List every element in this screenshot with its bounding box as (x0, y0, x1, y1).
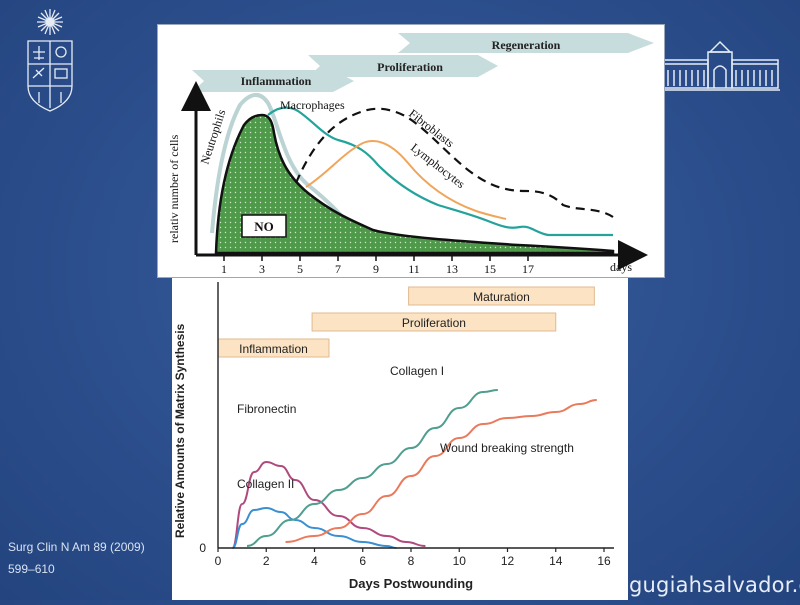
phase-label-inflammation: Inflammation (239, 342, 308, 356)
phase-label-regeneration: Regeneration (492, 38, 561, 52)
series-line-collagen-i (246, 389, 498, 547)
top-x-tick-label: 7 (335, 262, 341, 276)
bottom-y-tick-label: 0 (199, 541, 206, 555)
top-y-axis-label: relativ number of cells (167, 134, 181, 243)
phase-label-inflammation: Inflammation (241, 74, 312, 88)
series-line-collagen-ii (231, 506, 397, 549)
phase-bar-maturation (408, 286, 595, 306)
no-filled-area (214, 113, 615, 255)
citation-journal: Surg Clin N Am 89 (2009) (8, 540, 145, 554)
fibroblasts-curve (294, 107, 614, 218)
website-url: gugiahsalvador.cl (629, 573, 800, 597)
no-label-box (241, 214, 287, 238)
phase-label-maturation: Maturation (473, 290, 530, 304)
cell-population-chart: Regeneration Proliferation Inflammation … (167, 33, 654, 276)
phase-banner-proliferation (308, 55, 498, 77)
series-line-fibronectin (231, 460, 426, 549)
top-x-tick-label: 17 (522, 262, 534, 276)
bottom-x-tick-label: 4 (311, 554, 318, 568)
bottom-x-tick-label: 16 (597, 554, 611, 568)
top-x-tick-label: 15 (484, 262, 496, 276)
phase-label-proliferation: Proliferation (377, 60, 443, 74)
university-building-logo (660, 40, 780, 91)
top-x-tick-label: 13 (446, 262, 458, 276)
phase-banner-regeneration (398, 33, 654, 53)
no-label: NO (254, 219, 274, 234)
series-line-wound-breaking-strength (285, 399, 597, 543)
matrix-synthesis-figure: Inflammation Proliferation Maturation 0 2 4 6… (172, 278, 628, 600)
bottom-x-tick-label: 6 (359, 554, 366, 568)
cell-population-figure: Regeneration Proliferation Inflammation … (157, 24, 665, 278)
bottom-x-tick-label: 2 (263, 554, 270, 568)
citation-pages: 599–610 (8, 562, 55, 576)
top-x-unit-label: days (610, 260, 632, 274)
bottom-x-tick-label: 0 (215, 554, 222, 568)
top-x-tick-label: 9 (373, 262, 379, 276)
bottom-x-axis-label: Days Postwounding (349, 576, 473, 591)
bottom-x-tick-label: 8 (408, 554, 415, 568)
series-label-wound-breaking-strength: Wound breaking strength (440, 441, 574, 455)
series-label-fibronectin: Fibronectin (237, 402, 296, 416)
phase-banner-inflammation (192, 70, 354, 92)
top-x-tick-label: 5 (297, 262, 303, 276)
bottom-y-axis-label: Relative Amounts of Matrix Synthesis (173, 323, 187, 538)
lymphocytes-label: Lymphocytes (408, 140, 468, 191)
macrophages-curve (267, 106, 613, 237)
series-label-collagen-i: Collagen I (390, 364, 444, 378)
top-x-tick-label: 1 (221, 262, 227, 276)
phase-label-proliferation: Proliferation (402, 316, 466, 330)
matrix-synthesis-chart: Inflammation Proliferation Maturation 0 2 4 6… (173, 282, 614, 591)
bottom-x-tick-label: 10 (453, 554, 467, 568)
phase-bar-proliferation (311, 312, 557, 332)
bottom-x-tick-label: 12 (501, 554, 515, 568)
bottom-x-tick-label: 14 (549, 554, 563, 568)
top-x-tick-label: 11 (408, 262, 420, 276)
series-label-collagen-ii: Collagen II (237, 477, 294, 491)
neutrophils-curve (210, 93, 358, 235)
top-x-tick-label: 3 (259, 262, 265, 276)
university-crest-logo (27, 9, 73, 112)
macrophages-label: Macrophages (280, 98, 345, 112)
lymphocytes-curve (305, 140, 507, 220)
